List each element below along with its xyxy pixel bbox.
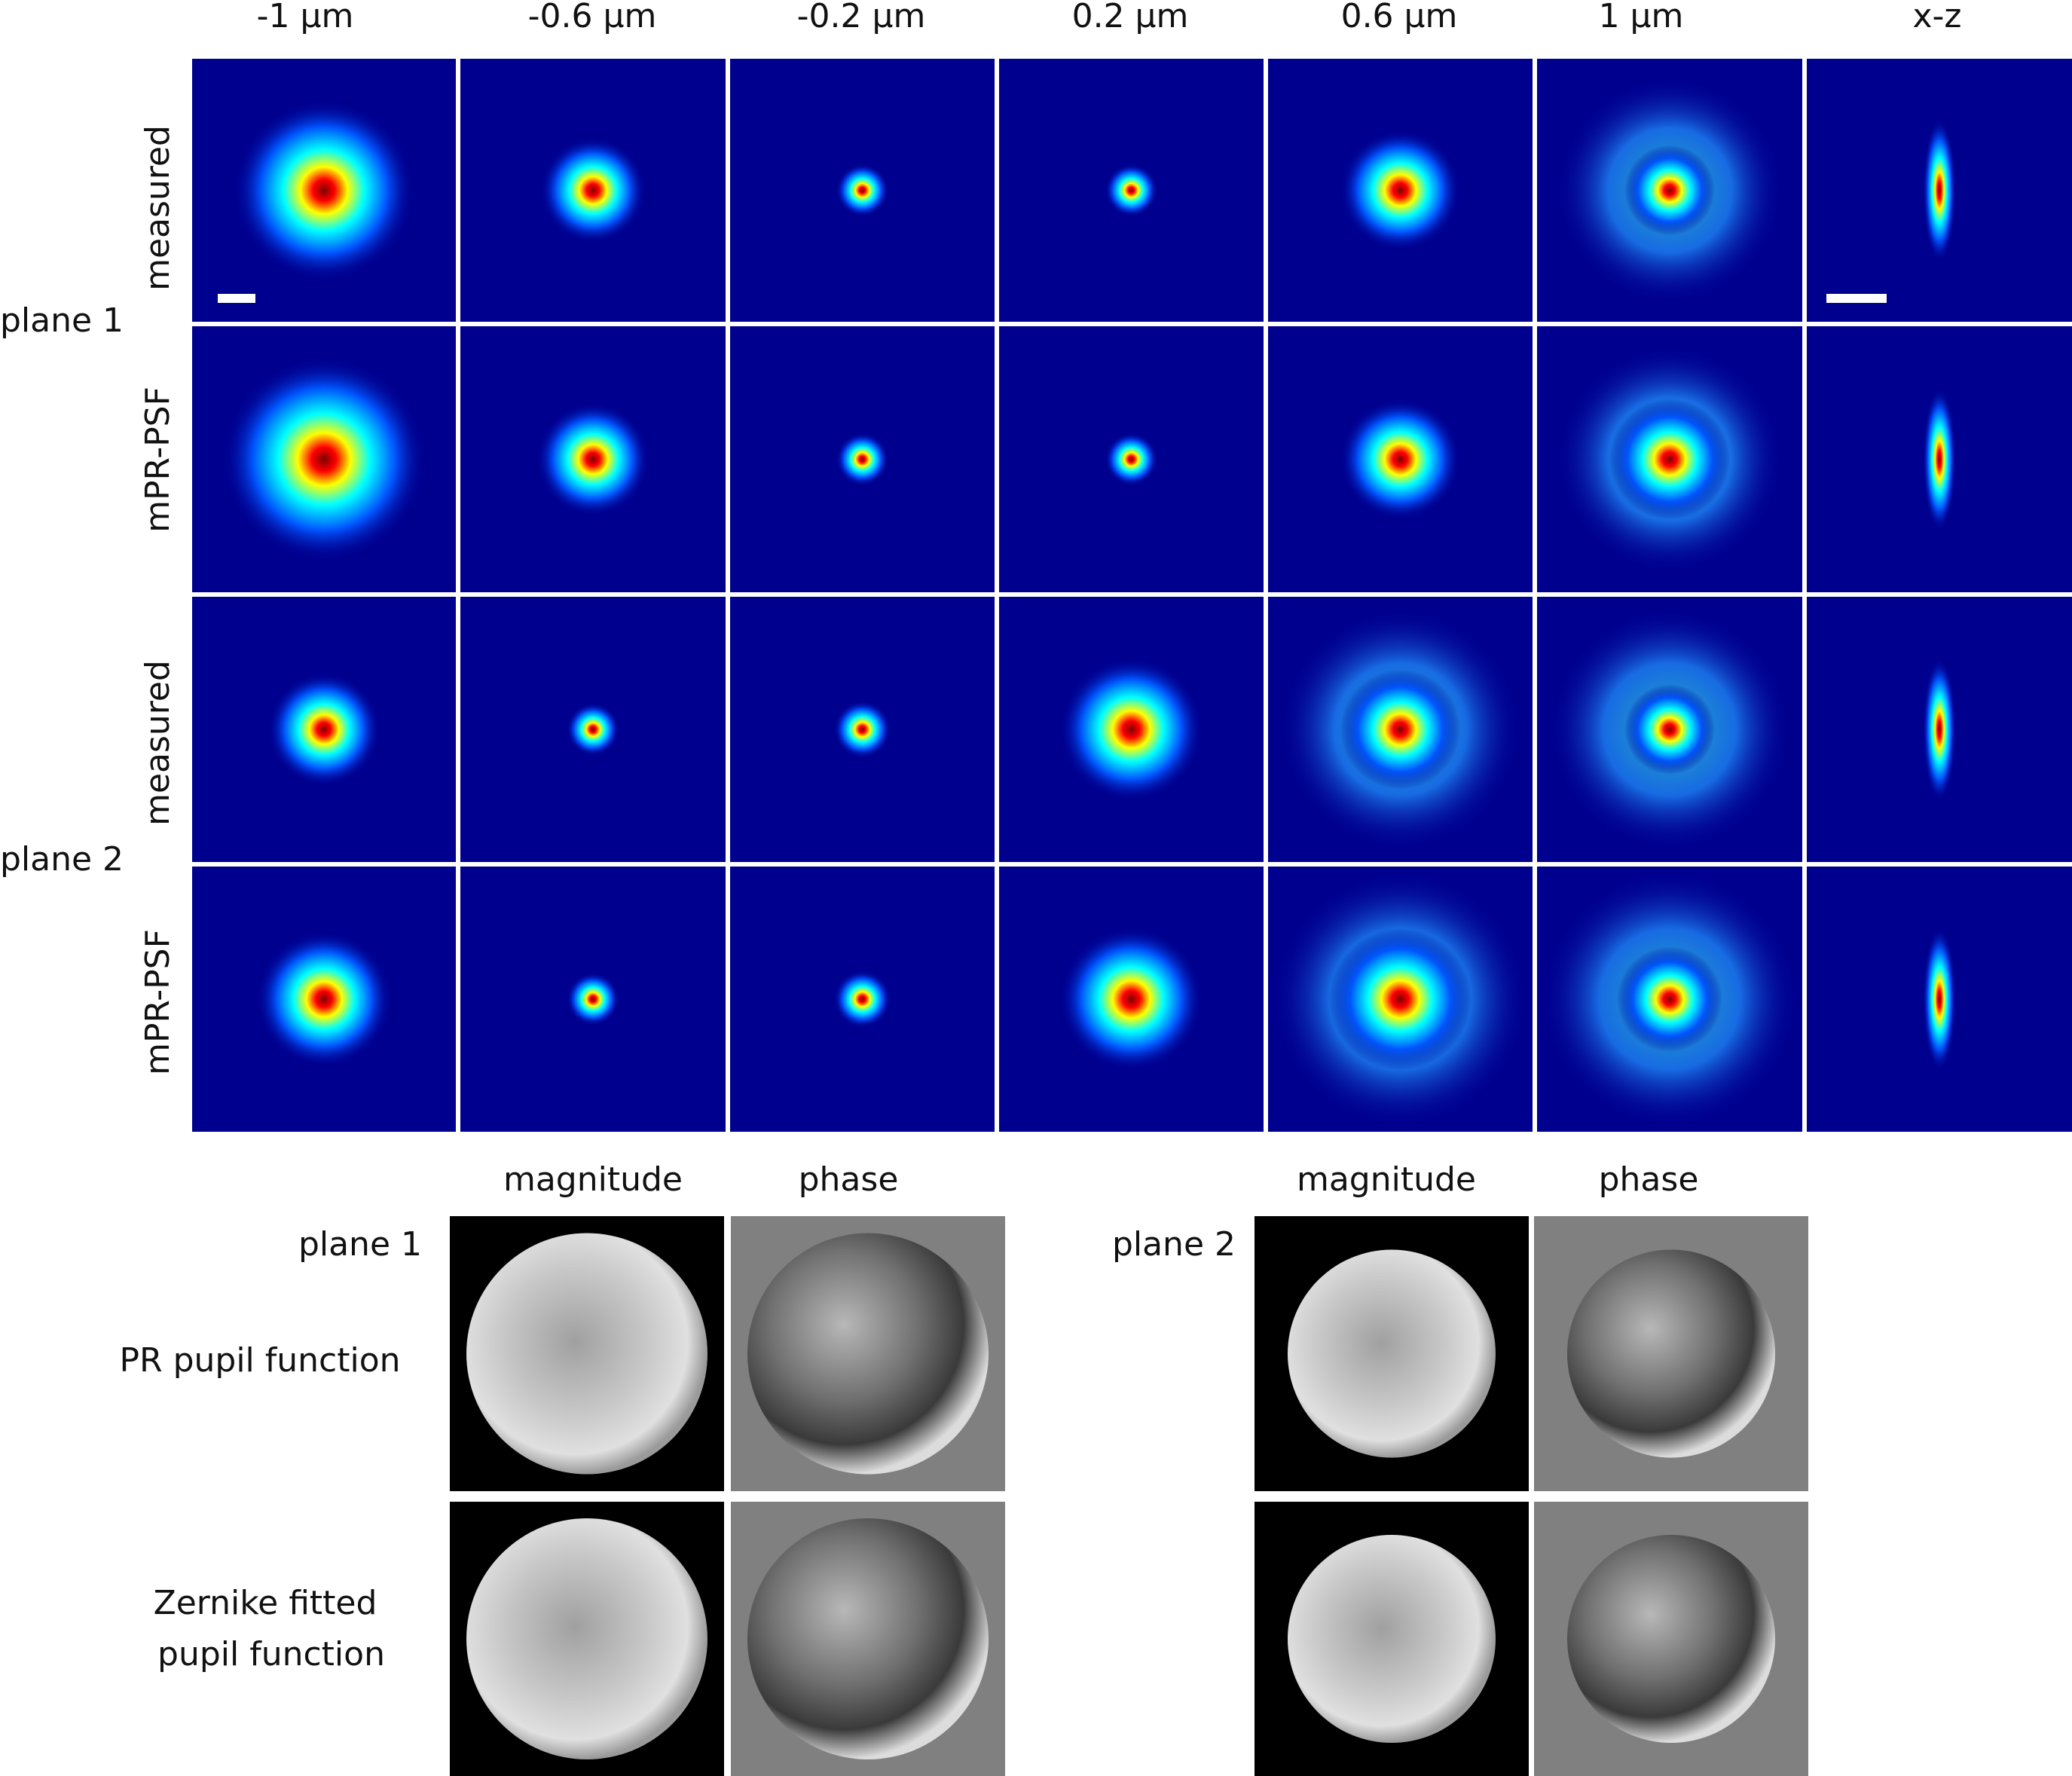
xz-profile xyxy=(1923,118,1956,262)
pupil-col-label: phase xyxy=(1599,1160,1699,1199)
column-label: 0.6 µm xyxy=(1341,0,1458,35)
psf-spot xyxy=(540,137,646,243)
column-label: -0.6 µm xyxy=(528,0,657,35)
pupil-col-label: magnitude xyxy=(1297,1160,1476,1199)
psf-spot xyxy=(1340,130,1461,251)
psf-spot xyxy=(1617,946,1722,1052)
scale-bar xyxy=(218,294,255,303)
psf-spot xyxy=(1624,145,1715,236)
psf-tiles xyxy=(222,77,1956,1127)
pupil-col-label: phase xyxy=(799,1160,899,1199)
psf-spot xyxy=(567,703,619,756)
pupil-plane-label: plane 1 xyxy=(298,1225,422,1264)
psf-spot xyxy=(1059,928,1203,1071)
pupil-disc xyxy=(1567,1535,1775,1743)
pupil-row-label: pupil function xyxy=(157,1635,385,1674)
psf-spot xyxy=(222,357,426,561)
pupil-disc xyxy=(1567,1249,1775,1458)
row-label: measured xyxy=(139,660,177,826)
psf-spot xyxy=(833,701,891,758)
plane-label: plane 1 xyxy=(0,301,124,340)
xz-profile xyxy=(1923,658,1956,801)
pupil-disc xyxy=(1288,1249,1496,1458)
xz-profile xyxy=(1923,928,1956,1071)
column-label: -1 µm xyxy=(257,0,354,35)
psf-spot xyxy=(1059,658,1203,801)
pupil-tiles xyxy=(450,1216,1808,1776)
psf-spot xyxy=(234,99,414,281)
plane-label: plane 2 xyxy=(0,840,124,879)
pupil-row-label: PR pupil function xyxy=(119,1341,400,1380)
column-label: 0.2 µm xyxy=(1072,0,1189,35)
pupil-disc xyxy=(747,1518,989,1759)
psf-spot xyxy=(1105,164,1158,217)
psf-spot xyxy=(1340,399,1461,520)
psf-spot xyxy=(1340,669,1461,790)
column-label: 1 µm xyxy=(1599,0,1684,35)
pupil-col-label: magnitude xyxy=(503,1160,683,1199)
psf-spot xyxy=(1328,928,1472,1071)
pupil-disc xyxy=(747,1233,989,1475)
pupil-plane-label: plane 2 xyxy=(1112,1225,1236,1264)
psf-spot xyxy=(833,971,891,1028)
psf-spot xyxy=(1609,399,1730,520)
column-label: -0.2 µm xyxy=(797,0,926,35)
scale-bar xyxy=(1826,294,1887,303)
psf-spot xyxy=(536,402,649,516)
pupil-disc xyxy=(466,1518,707,1759)
psf-spot xyxy=(836,433,889,486)
xz-profile xyxy=(1923,387,1956,531)
row-label: mPR-PSF xyxy=(139,387,177,533)
column-label: x-z xyxy=(1912,0,1961,35)
row-label: measured xyxy=(139,125,177,291)
grid-separators xyxy=(192,59,2072,1132)
psf-spot xyxy=(267,673,380,786)
psf-spot xyxy=(256,931,392,1067)
row-label: mPR-PSF xyxy=(139,929,177,1075)
psf-spot xyxy=(1624,684,1715,775)
pupil-disc xyxy=(1288,1535,1496,1743)
pupil-disc xyxy=(466,1233,707,1475)
psf-spot xyxy=(1105,433,1158,486)
psf-spot xyxy=(567,973,619,1026)
psf-spot xyxy=(836,164,889,217)
pupil-row-label: Zernike fitted xyxy=(154,1584,377,1622)
